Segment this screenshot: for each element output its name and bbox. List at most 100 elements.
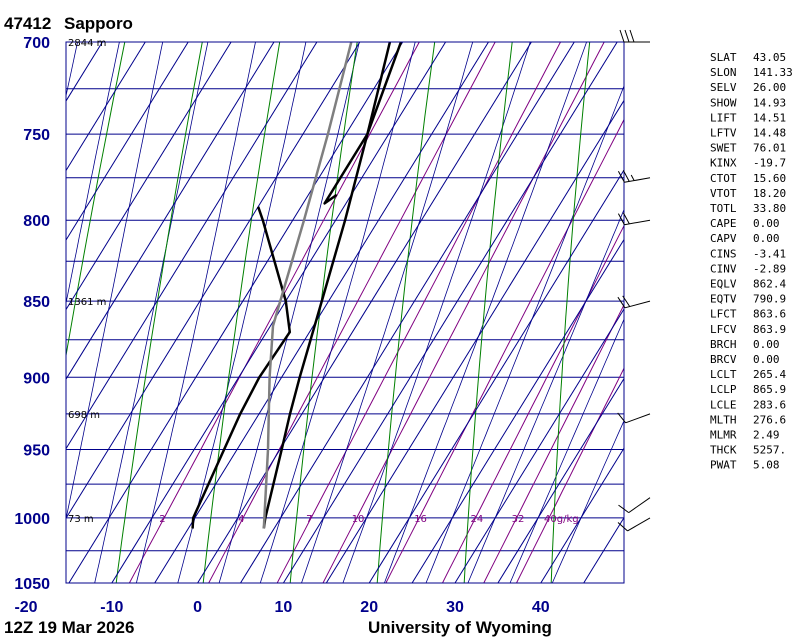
plot-frame <box>65 41 625 584</box>
index-name-eqlv: EQLV <box>710 278 737 291</box>
barb-flag <box>622 212 630 225</box>
dewpoint-upper-trace <box>323 42 403 205</box>
mixing-ratio-label-4: 4 <box>238 514 244 525</box>
index-value-mlth: 276.6 <box>753 413 786 426</box>
mixing-ratio-label-2: 2 <box>159 514 165 525</box>
moist-adiabat-15 <box>342 42 531 583</box>
dry-adiabat-300 <box>463 42 513 583</box>
index-name-swet: SWET <box>710 142 737 155</box>
temperature-label-20: 20 <box>360 599 378 616</box>
index-name-cins: CINS <box>710 247 737 260</box>
wind-barbs <box>617 29 651 532</box>
isotherm-15 <box>325 99 624 583</box>
index-value-eqtv: 790.9 <box>753 293 786 306</box>
isotherm-35 <box>497 377 624 583</box>
index-name-ctot: CTOT <box>710 172 737 185</box>
index-value-ctot: 15.60 <box>753 172 786 185</box>
index-value-selv: 26.00 <box>753 81 786 94</box>
index-name-lfcv: LFCV <box>710 323 737 336</box>
index-name-cape: CAPE <box>710 217 737 230</box>
mixing-ratio-line-4 <box>208 42 496 583</box>
isotherm--50 <box>66 42 103 102</box>
dry-adiabat-320 <box>638 42 667 583</box>
isotherm--10 <box>111 42 447 583</box>
dry-adiabats <box>66 42 667 583</box>
pressure-label-850: 850 <box>23 294 50 311</box>
isotherm-30 <box>454 308 624 583</box>
barb-flag <box>617 170 625 183</box>
barb-shaft <box>624 177 651 183</box>
pressure-tick-labels: 700 750 800 850 900 950 1000 1050 <box>14 35 50 593</box>
moist-adiabat-40 <box>551 419 624 583</box>
index-name-lclt: LCLT <box>710 368 737 381</box>
index-name-lift: LIFT <box>710 111 737 124</box>
index-value-cinv: -2.89 <box>753 262 786 275</box>
temperature-label-0: 0 <box>193 599 202 616</box>
index-value-cins: -3.41 <box>753 247 786 260</box>
index-name-thck: THCK <box>710 444 737 457</box>
index-name-capv: CAPV <box>710 232 737 245</box>
isotherm--5 <box>154 42 489 583</box>
observation-time: 12Z 19 Mar 2026 <box>4 618 134 637</box>
wind-barb-925 <box>617 412 651 424</box>
barb-flag <box>622 170 630 182</box>
isotherm--35 <box>66 42 232 311</box>
index-value-lclp: 865.9 <box>753 383 786 396</box>
mixing-ratio-label-24: 24 <box>471 514 484 525</box>
index-name-mlmr: MLMR <box>710 429 737 442</box>
isotherm--45 <box>66 42 146 172</box>
moist-adiabat--5 <box>177 42 307 583</box>
pressure-label-700: 700 <box>23 35 50 52</box>
index-value-kinx: -19.7 <box>753 157 786 170</box>
index-name-kinx: KINX <box>710 157 737 170</box>
index-value-totl: 33.80 <box>753 202 786 215</box>
index-value-mlmr: 2.49 <box>753 429 780 442</box>
moist-adiabat-35 <box>509 318 624 583</box>
index-name-eqtv: EQTV <box>710 293 737 306</box>
dewpoint-trace <box>191 206 292 529</box>
dry-adiabat-280 <box>289 42 358 583</box>
isotherm--55 <box>0 42 60 583</box>
stability-indices: SLAT 43.05 SLON 141.33 SELV 26.00 SHOW 14.93 LIF… <box>710 51 793 472</box>
institution-credit: University of Wyoming <box>368 618 552 637</box>
temperature-tick-labels: -20 -10 0 10 20 30 40 <box>14 599 549 616</box>
isotherm-0 <box>197 42 532 583</box>
moist-adiabat--25 <box>66 42 120 306</box>
mixing-ratio-line-7 <box>276 42 561 583</box>
station-id: 47412 <box>4 14 51 33</box>
index-value-brch: 0.00 <box>753 338 780 351</box>
index-name-brch: BRCH <box>710 338 737 351</box>
index-value-vtot: 18.20 <box>753 187 786 200</box>
wind-barb-985 <box>618 497 651 514</box>
sounding-traces <box>191 42 403 529</box>
barb-shaft <box>625 413 651 424</box>
index-value-thck: 5257. <box>753 444 786 457</box>
height-labels: 2844 m 1361 m 698 m 73 m <box>68 38 106 525</box>
index-name-mlth: MLTH <box>710 413 737 426</box>
isotherm--25 <box>66 42 318 450</box>
index-name-show: SHOW <box>710 96 737 109</box>
index-name-totl: TOTL <box>710 202 737 215</box>
barb-flag <box>617 412 626 424</box>
mixing-ratio-line-10 <box>322 42 605 583</box>
barb-shaft <box>624 300 651 309</box>
moist-adiabats <box>66 42 624 583</box>
index-value-slat: 43.05 <box>753 51 786 64</box>
index-name-cinv: CINV <box>710 262 737 275</box>
index-value-show: 14.93 <box>753 96 786 109</box>
isotherm--60 <box>0 42 17 583</box>
pressure-label-750: 750 <box>23 127 50 144</box>
barb-flag <box>618 504 629 514</box>
dry-adiabat-270 <box>202 42 281 583</box>
barb-flag <box>617 213 625 225</box>
dry-adiabat-250 <box>66 42 126 359</box>
mixing-ratio-line-16 <box>385 118 624 583</box>
wind-barb-1000 <box>617 517 651 532</box>
isotherm-5 <box>240 42 575 583</box>
index-value-swet: 76.01 <box>753 142 786 155</box>
index-value-lfcv: 863.9 <box>753 323 786 336</box>
index-name-brcv: BRCV <box>710 353 737 366</box>
isotherm--15 <box>68 42 404 583</box>
temperature-trace <box>262 42 392 529</box>
mixing-ratio-label-16: 16 <box>414 514 427 525</box>
